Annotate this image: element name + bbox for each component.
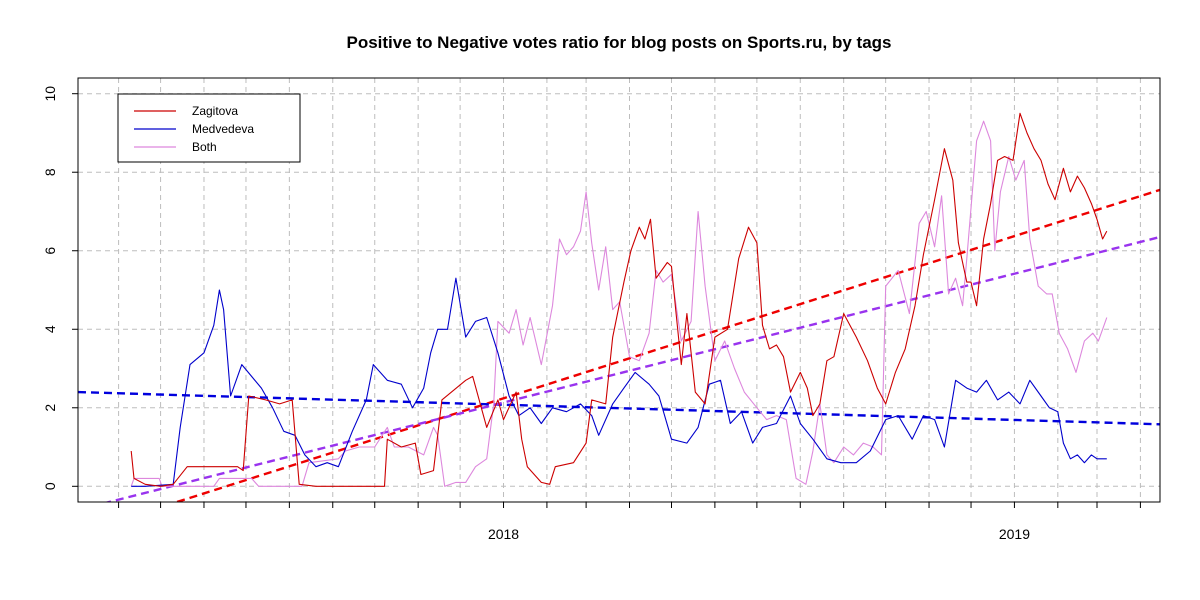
series-line-both <box>130 120 1108 487</box>
trend-line-both <box>104 235 1160 502</box>
x-tick-label: 2018 <box>488 526 519 542</box>
y-tick-label: 0 <box>42 482 58 490</box>
legend-label-both: Both <box>192 140 217 154</box>
plot-frame <box>77 77 1161 503</box>
legend: Zagitova Medvedeva Both <box>117 93 301 163</box>
series-line-zagitova <box>130 112 1108 487</box>
legend-box <box>117 93 301 163</box>
y-axis: 0 2 4 6 8 10 <box>42 86 78 490</box>
y-tick-label: 10 <box>42 86 58 102</box>
trend-line-medvedeva <box>78 390 1160 426</box>
series-line-medvedeva <box>131 277 1107 487</box>
y-tick-label: 2 <box>42 404 58 412</box>
series-lines <box>130 112 1108 487</box>
plot-area <box>78 112 1160 502</box>
trend-line-zagitova <box>172 188 1160 502</box>
y-tick-label: 4 <box>42 325 58 333</box>
x-tick-label: 2019 <box>999 526 1030 542</box>
x-axis: 2018 2019 <box>118 502 1141 542</box>
chart-title: Positive to Negative votes ratio for blo… <box>346 33 891 52</box>
trend-lines <box>78 188 1160 502</box>
y-tick-label: 6 <box>42 247 58 255</box>
legend-label-zagitova: Zagitova <box>192 104 238 118</box>
y-tick-label: 8 <box>42 168 58 176</box>
legend-label-medvedeva: Medvedeva <box>192 122 254 136</box>
